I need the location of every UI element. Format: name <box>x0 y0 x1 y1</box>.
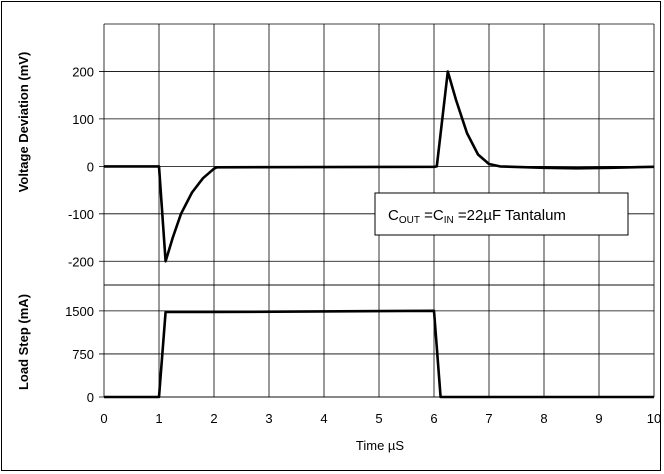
y-tick-label: 200 <box>72 64 94 79</box>
tick-labels: 0 1 2 3 4 5 6 7 8 9 10 200 100 0 -100 -200 1500 750 0 <box>65 64 661 426</box>
x-tick-label: 0 <box>100 411 107 426</box>
y-tick-label: 1500 <box>65 304 94 319</box>
y-axis-label-voltage: Voltage Deviation (mV) <box>16 52 31 193</box>
x-tick-label: 2 <box>210 411 217 426</box>
x-tick-label: 3 <box>265 411 272 426</box>
x-tick-label: 6 <box>430 411 437 426</box>
y-tick-label: -100 <box>68 207 94 222</box>
x-tick-label: 8 <box>540 411 547 426</box>
x-tick-label: 1 <box>155 411 162 426</box>
annotation-text: COUT =CIN =22µF Tantalum <box>388 207 566 226</box>
x-tick-label: 5 <box>375 411 382 426</box>
y-tick-label: -200 <box>68 254 94 269</box>
y-tick-label: 0 <box>87 390 94 405</box>
x-axis-label: Time µS <box>356 438 405 453</box>
x-tick-label: 9 <box>595 411 602 426</box>
y-axis-label-load: Load Step (mA) <box>16 294 31 390</box>
x-tick-label: 4 <box>320 411 327 426</box>
load-step-trace <box>104 309 654 399</box>
x-tick-label: 7 <box>485 411 492 426</box>
annotation-box: COUT =CIN =22µF Tantalum <box>374 192 629 236</box>
y-tick-label: 100 <box>72 112 94 127</box>
voltage-deviation-trace <box>104 70 655 263</box>
x-tick-label: 10 <box>647 411 661 426</box>
y-tick-label: 750 <box>72 347 94 362</box>
traces <box>104 70 655 399</box>
y-tick-label: 0 <box>87 159 94 174</box>
